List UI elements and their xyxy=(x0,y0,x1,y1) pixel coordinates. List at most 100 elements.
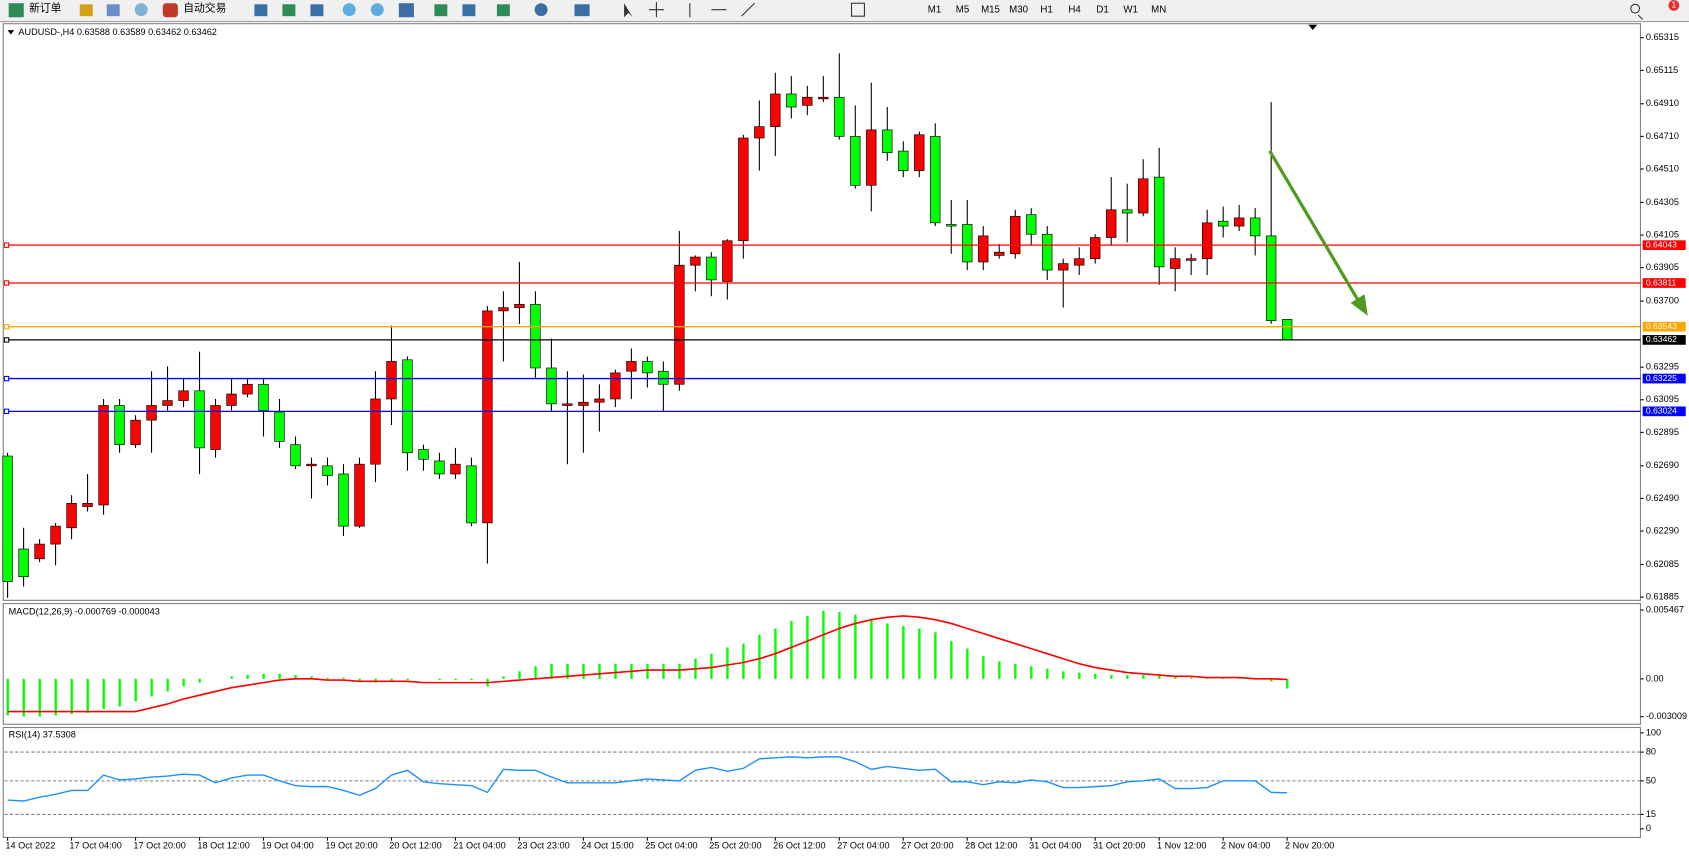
timeframe-button[interactable]: D1 xyxy=(1096,4,1108,15)
line-icons[interactable] xyxy=(689,2,755,18)
y-tick-label: 0.64510 xyxy=(1646,163,1679,173)
tool-icon[interactable] xyxy=(106,4,120,17)
x-tick-label: 27 Oct 04:00 xyxy=(837,840,889,850)
macd-bar xyxy=(934,632,937,679)
tool-icon[interactable] xyxy=(398,3,414,18)
timeframe-button[interactable]: M5 xyxy=(956,4,969,15)
candle-body xyxy=(178,390,189,401)
candle-body xyxy=(114,405,125,445)
macd-bar xyxy=(102,678,105,710)
tool-icon[interactable] xyxy=(434,4,448,17)
cursor-icon[interactable] xyxy=(624,3,633,18)
candle-body xyxy=(546,367,557,405)
candle-body xyxy=(98,405,109,506)
macd-bar xyxy=(70,678,73,715)
new-order-icon[interactable] xyxy=(8,3,24,18)
macd-bar xyxy=(390,678,393,682)
candle-body xyxy=(1058,263,1069,271)
macd-bar xyxy=(854,614,857,679)
y-tick-label: 0.64305 xyxy=(1646,197,1679,207)
timeframe-button[interactable]: M1 xyxy=(928,4,941,15)
macd-bar xyxy=(710,653,713,679)
candle-body xyxy=(1026,214,1037,235)
y-tick-label: 0.63700 xyxy=(1646,296,1679,306)
macd-bar xyxy=(678,663,681,679)
x-tick-label: 26 Oct 12:00 xyxy=(773,840,825,850)
tool-icon[interactable] xyxy=(574,4,590,17)
new-order-button[interactable]: 新订单 xyxy=(29,1,62,14)
macd-bar xyxy=(1174,676,1177,679)
macd-bar xyxy=(1094,673,1097,679)
candle-body xyxy=(786,93,797,108)
tool-icon[interactable] xyxy=(342,3,356,17)
macd-bar xyxy=(598,663,601,679)
price-level-label: 0.64043 xyxy=(1646,239,1677,249)
candle-body xyxy=(562,403,573,406)
candle-body xyxy=(642,361,653,374)
candle-body xyxy=(386,361,397,400)
candle-body xyxy=(34,543,45,560)
macd-bar xyxy=(454,678,457,681)
auto-trading-icon[interactable] xyxy=(162,3,178,18)
macd-bar xyxy=(982,656,985,679)
toolbar: 新订单 自动交易 M1 M5 M15 M30 H1 H4 D1 W1 MN 1 xyxy=(0,0,1689,23)
macd-bar xyxy=(86,678,89,713)
y-tick-label: 0.63905 xyxy=(1646,262,1679,272)
x-tick-label: 20 Oct 12:00 xyxy=(389,840,441,850)
y-tick-label: 0.00 xyxy=(1646,673,1664,683)
price-level-marker xyxy=(3,280,10,286)
macd-bar xyxy=(918,628,921,679)
timeframe-button[interactable]: M30 xyxy=(1009,4,1028,15)
tool-icon[interactable] xyxy=(310,4,324,17)
timeframe-button[interactable]: W1 xyxy=(1123,4,1138,15)
timeframe-button[interactable]: H1 xyxy=(1040,4,1052,15)
macd-bar xyxy=(614,663,617,679)
macd-bar xyxy=(582,663,585,679)
macd-bar xyxy=(118,678,121,707)
macd-bar xyxy=(1062,671,1065,679)
macd-bar xyxy=(134,678,137,702)
tool-icon[interactable] xyxy=(134,3,148,17)
macd-bar xyxy=(998,661,1001,679)
macd-bar xyxy=(262,673,265,679)
candle-body xyxy=(770,93,781,127)
price-level-label: 0.63811 xyxy=(1646,277,1677,287)
tool-icon[interactable] xyxy=(254,4,268,17)
tool-icon[interactable] xyxy=(462,4,476,17)
tool-icon[interactable] xyxy=(79,4,93,17)
auto-trading-button[interactable]: 自动交易 xyxy=(183,1,226,14)
macd-bar xyxy=(38,678,41,717)
y-tick-label: 50 xyxy=(1646,775,1656,785)
y-tick-label: 0.62690 xyxy=(1646,460,1679,470)
tool-icon[interactable] xyxy=(370,3,384,17)
macd-bar xyxy=(358,678,361,682)
macd-bar xyxy=(406,678,409,681)
macd-bar xyxy=(550,663,553,679)
candle-body xyxy=(242,383,253,395)
macd-bar xyxy=(246,675,249,679)
timeframe-button[interactable]: MN xyxy=(1151,4,1166,15)
candle-body xyxy=(226,393,237,406)
macd-bar xyxy=(230,676,233,679)
crosshair-icon[interactable] xyxy=(648,2,664,18)
macd-bar xyxy=(1190,677,1193,679)
candle-body xyxy=(162,400,173,406)
tool-icon[interactable] xyxy=(534,3,548,17)
macd-bar xyxy=(662,663,665,679)
price-label-bg xyxy=(1642,373,1686,384)
candle-body xyxy=(1186,258,1197,261)
x-tick-label: 25 Oct 04:00 xyxy=(645,840,697,850)
tool-icon[interactable] xyxy=(496,4,510,17)
timeframe-button[interactable]: M15 xyxy=(981,4,1000,15)
trend-arrow-head xyxy=(1350,294,1368,316)
tool-icon[interactable] xyxy=(282,4,296,17)
candle-body xyxy=(482,310,493,524)
tool-icon[interactable] xyxy=(850,2,865,17)
timeframe-button[interactable]: H4 xyxy=(1068,4,1081,15)
notification-badge[interactable] xyxy=(1668,0,1680,11)
candle-body xyxy=(882,129,893,154)
x-tick-label: 27 Oct 20:00 xyxy=(901,840,953,850)
search-icon[interactable] xyxy=(1630,3,1643,20)
y-tick-label: 0.62490 xyxy=(1646,493,1679,503)
symbol-menu-arrow[interactable] xyxy=(7,30,15,35)
